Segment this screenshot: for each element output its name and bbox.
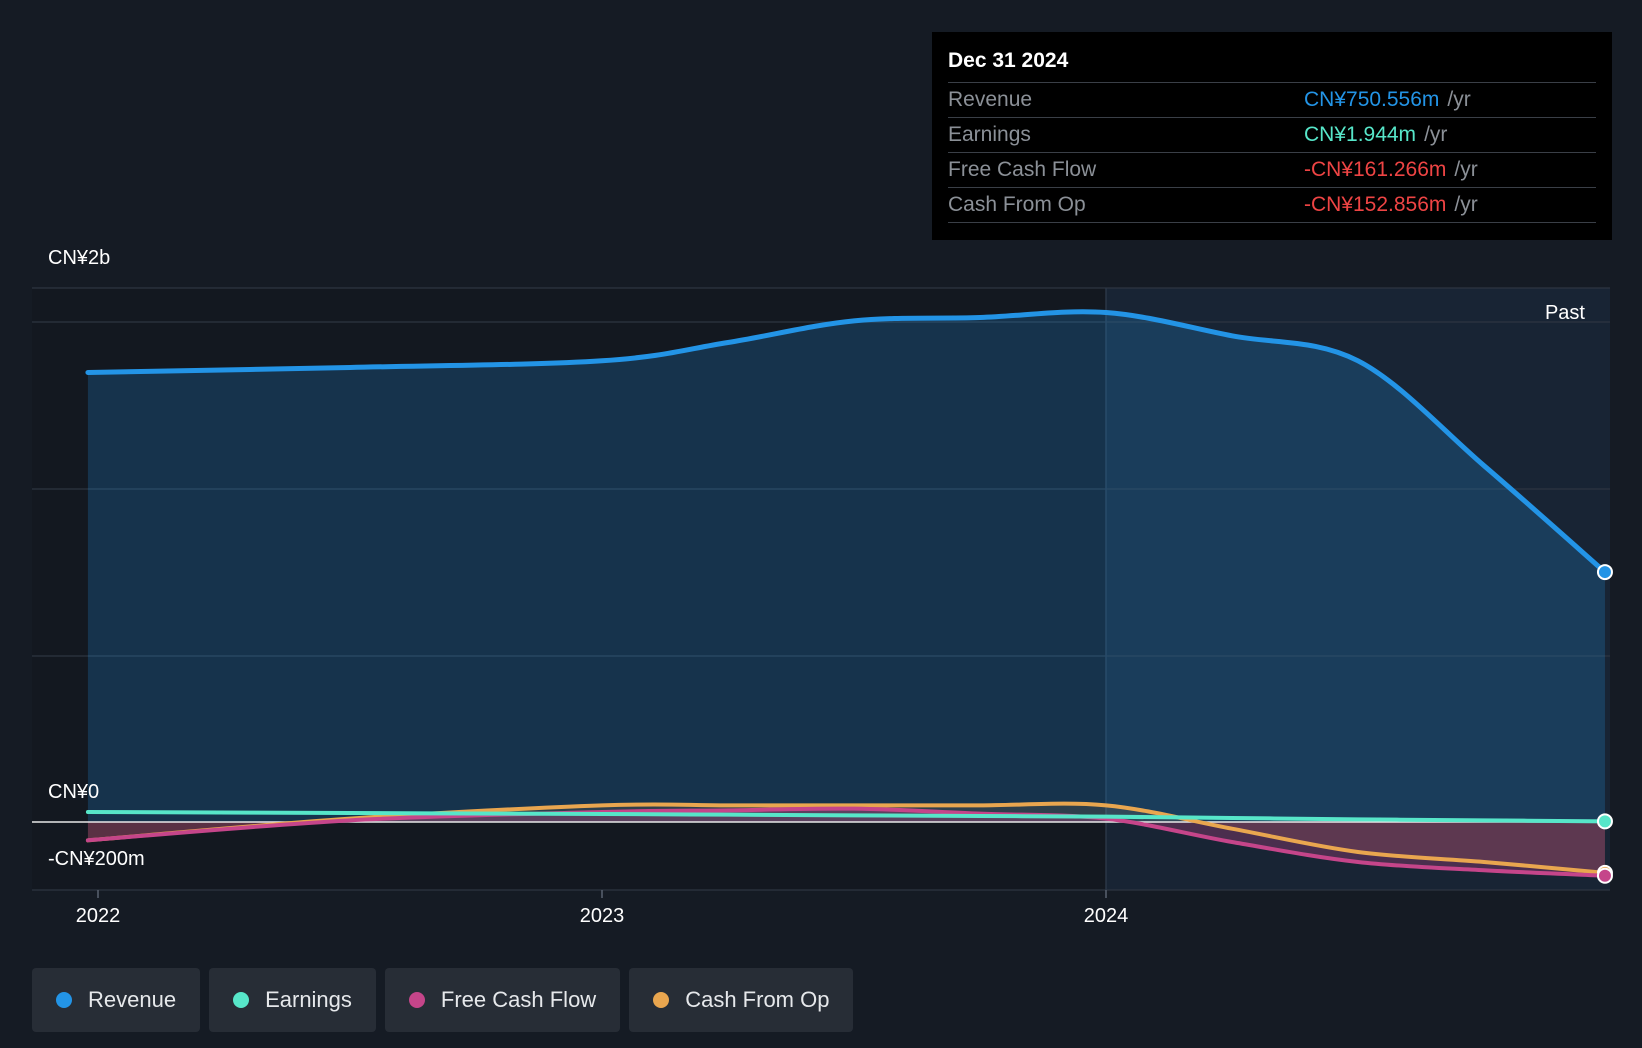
legend-item-free-cash-flow[interactable]: Free Cash Flow xyxy=(384,968,621,1032)
tooltip-panel: Dec 31 2024 Revenue CN¥750.556m /yr Earn… xyxy=(932,32,1612,240)
legend-label: Cash From Op xyxy=(685,987,830,1012)
past-label: Past xyxy=(1545,302,1585,324)
legend-label: Revenue xyxy=(88,987,177,1012)
area-cash-from-op xyxy=(87,803,1605,873)
end-point-free-cash-flow xyxy=(1596,867,1613,884)
x-tick-label: 2023 xyxy=(580,905,625,927)
past-region xyxy=(1106,288,1610,890)
area-free-cash-flow xyxy=(87,808,1605,876)
tooltip-label: Earnings xyxy=(948,123,1031,146)
legend-label: Earnings xyxy=(265,987,352,1012)
tooltip-value: -CN¥161.266m xyxy=(1304,158,1447,181)
legend-item-cash-from-op[interactable]: Cash From Op xyxy=(629,968,854,1032)
tooltip-unit: /yr xyxy=(1454,158,1478,181)
x-tick-label: 2022 xyxy=(76,905,121,927)
legend-item-revenue[interactable]: Revenue xyxy=(32,968,201,1032)
legend-dot-icon xyxy=(56,992,72,1008)
tooltip-date: Dec 31 2024 xyxy=(948,49,1069,72)
area-revenue xyxy=(87,311,1605,822)
tooltip-value: CN¥750.556m xyxy=(1304,88,1440,111)
tooltip-unit: /yr xyxy=(1447,88,1471,111)
tooltip-row-free-cash-flow: Free Cash Flow -CN¥161.266m /yr xyxy=(948,152,1596,187)
y-tick-label: -CN¥200m xyxy=(48,848,145,870)
legend-label: Free Cash Flow xyxy=(440,987,597,1012)
tooltip-row-earnings: Earnings CN¥1.944m /yr xyxy=(948,117,1596,152)
tooltip-value: -CN¥152.856m xyxy=(1304,193,1447,216)
end-point-earnings xyxy=(1596,813,1613,830)
legend-dot-icon xyxy=(408,992,425,1008)
tooltip-label: Free Cash Flow xyxy=(948,158,1097,181)
tooltip-unit: /yr xyxy=(1454,193,1478,216)
line-free-cash-flow xyxy=(85,806,1607,878)
y-tick-label: CN¥2b xyxy=(48,247,110,269)
line-revenue xyxy=(85,309,1608,575)
tooltip-value: CN¥1.944m xyxy=(1304,123,1417,146)
line-earnings xyxy=(85,810,1607,824)
tooltip-unit: /yr xyxy=(1424,123,1448,146)
x-tick-label: 2024 xyxy=(1084,905,1129,927)
legend-dot-icon xyxy=(653,992,670,1008)
tooltip-label: Revenue xyxy=(948,88,1033,111)
y-tick-label: CN¥0 xyxy=(48,781,99,803)
tooltip-row-revenue: Revenue CN¥750.556m /yr xyxy=(948,82,1596,117)
legend-dot-icon xyxy=(233,992,250,1008)
tooltip-row-cash-from-op: Cash From Op -CN¥152.856m /yr xyxy=(948,187,1596,223)
tooltip-label: Cash From Op xyxy=(948,193,1086,216)
end-point-revenue xyxy=(1596,564,1613,581)
legend: Revenue Earnings Free Cash Flow Cash Fro… xyxy=(32,968,854,1032)
legend-item-earnings[interactable]: Earnings xyxy=(209,968,376,1032)
plot-background xyxy=(32,288,1106,890)
